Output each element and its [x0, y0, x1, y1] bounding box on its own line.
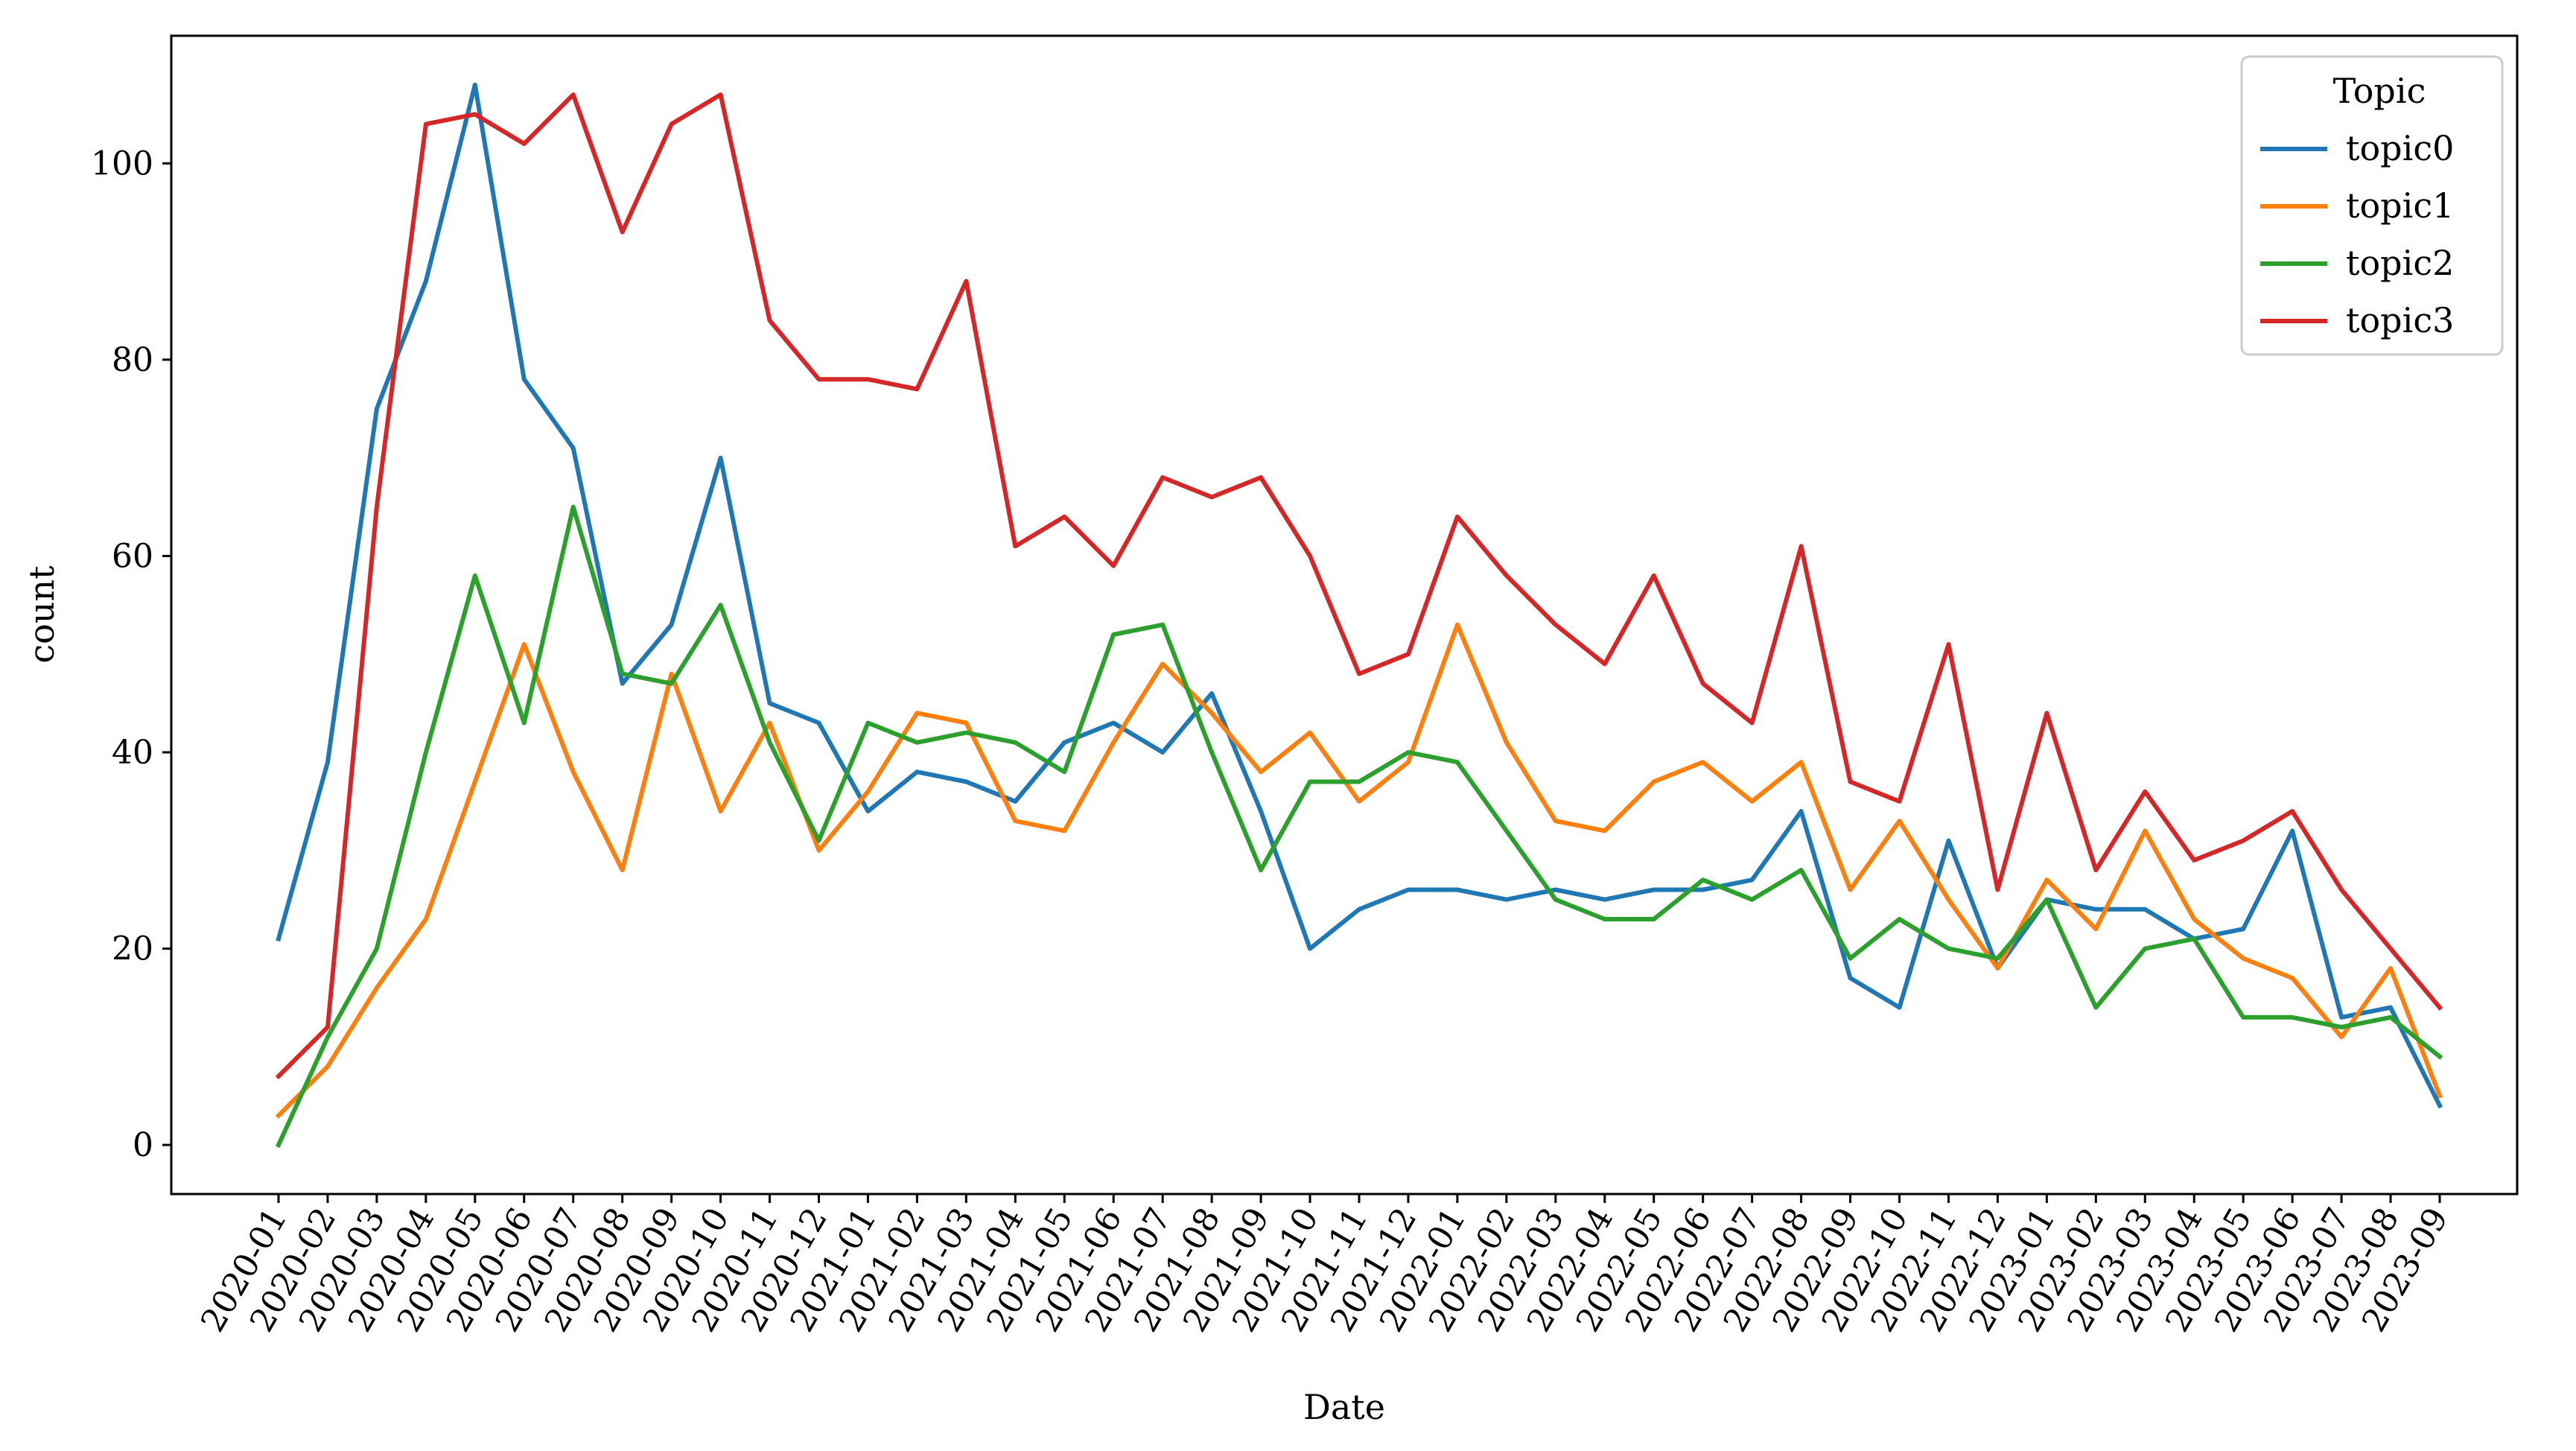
y-tick-label: 0 — [133, 1126, 153, 1164]
series-line-topic1 — [275, 622, 2443, 1119]
series-line-topic3 — [275, 92, 2443, 1080]
y-tick-label: 40 — [112, 734, 153, 772]
x-axis: 2020-012020-022020-032020-042020-052020-… — [194, 1194, 2456, 1339]
legend: Topic topic0 topic1 topic2 topic3 — [2240, 55, 2504, 356]
y-axis-title: count — [22, 565, 62, 664]
y-tick-label: 100 — [91, 145, 153, 182]
y-tick-label: 80 — [112, 341, 153, 379]
x-axis-title: Date — [1303, 1387, 1385, 1427]
legend-box — [2240, 55, 2504, 356]
y-tick-label: 20 — [112, 930, 153, 968]
series-lines — [275, 82, 2443, 1149]
legend-items: topic0 topic1 topic2 topic3 — [2260, 128, 2454, 340]
y-axis: 0 20 40 60 80 100 — [91, 145, 171, 1164]
series-line-topic2 — [276, 504, 2443, 1149]
y-tick-label: 60 — [112, 537, 153, 575]
legend-label-topic0: topic0 — [2346, 128, 2454, 168]
series-line-topic0 — [276, 82, 2443, 1109]
legend-label-topic1: topic1 — [2346, 185, 2454, 226]
legend-title: Topic — [2333, 71, 2426, 111]
legend-label-topic2: topic2 — [2346, 243, 2454, 283]
plot-area — [170, 34, 2519, 1196]
legend-label-topic3: topic3 — [2346, 300, 2454, 340]
